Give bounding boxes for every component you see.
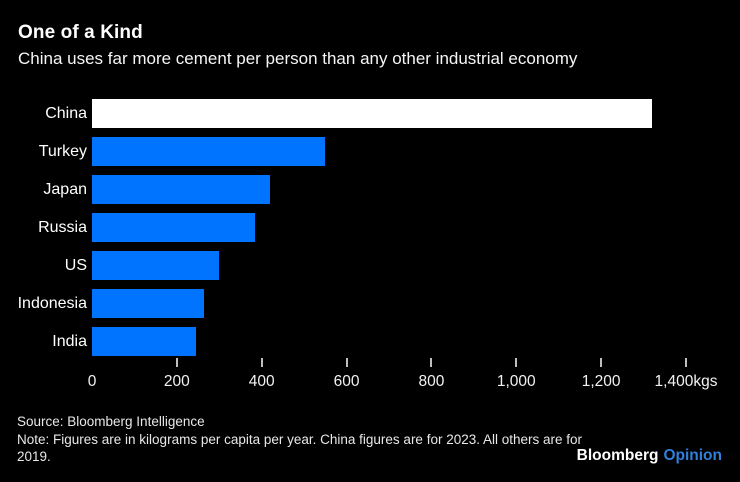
plot-area <box>92 175 686 204</box>
bloomberg-opinion-logo: Bloomberg Opinion <box>577 447 722 465</box>
bar-japan <box>92 175 271 204</box>
bar-row: Indonesia <box>0 289 686 318</box>
axis-tick-label: 0 <box>87 373 97 390</box>
axis-tick <box>175 358 178 367</box>
axis-tick-label: 600 <box>333 373 360 390</box>
axis-tick <box>430 358 433 367</box>
note-text: Note: Figures are in kilograms per capit… <box>17 432 583 464</box>
plot-area <box>92 289 686 318</box>
bar-india <box>92 327 196 356</box>
axis-tick <box>685 358 687 367</box>
bar-turkey <box>92 137 326 166</box>
axis-tick-label: 1,400kgs <box>654 373 718 390</box>
chart-title: One of a Kind <box>18 22 143 43</box>
logo-opinion-text: Opinion <box>663 447 722 464</box>
plot-area <box>92 327 686 356</box>
axis-tick-label: 400 <box>248 373 275 390</box>
plot-area <box>92 137 686 166</box>
axis-tick <box>600 358 603 367</box>
bar-russia <box>92 213 256 242</box>
bar-row: Russia <box>0 213 686 242</box>
bar-row: India <box>0 327 686 356</box>
category-label-us: US <box>64 257 87 274</box>
bar-indonesia <box>92 289 205 318</box>
bar-china <box>92 99 653 128</box>
axis-tick-label: 800 <box>418 373 445 390</box>
category-label-japan: Japan <box>43 181 87 198</box>
plot-area <box>92 99 686 128</box>
plot-area <box>92 251 686 280</box>
bar-row: Japan <box>0 175 686 204</box>
bar-row: China <box>0 99 686 128</box>
axis-tick <box>345 358 348 367</box>
bar-chart: China Turkey Japan Russia US Indonesia India <box>0 99 686 365</box>
chart-subtitle: China uses far more cement per person th… <box>18 49 578 68</box>
axis-tick-label: 1,000 <box>496 373 536 390</box>
axis-tick-label: 1,200 <box>581 373 621 390</box>
logo-bloomberg-text: Bloomberg <box>576 447 659 464</box>
category-label-india: India <box>52 333 87 350</box>
plot-area <box>92 213 686 242</box>
category-label-russia: Russia <box>38 219 87 236</box>
bar-us <box>92 251 220 280</box>
axis-tick-label: 200 <box>163 373 190 390</box>
x-axis: 0 200 400 600 800 1,000 1,200 1,400kgs <box>88 358 717 394</box>
category-label-indonesia: Indonesia <box>17 295 87 312</box>
axis-tick <box>260 358 263 367</box>
category-label-turkey: Turkey <box>38 143 87 160</box>
source-text: Source: Bloomberg Intelligence <box>17 414 205 429</box>
bar-row: Turkey <box>0 137 686 166</box>
bar-row: US <box>0 251 686 280</box>
category-label-china: China <box>45 105 87 122</box>
axis-tick <box>515 358 518 367</box>
